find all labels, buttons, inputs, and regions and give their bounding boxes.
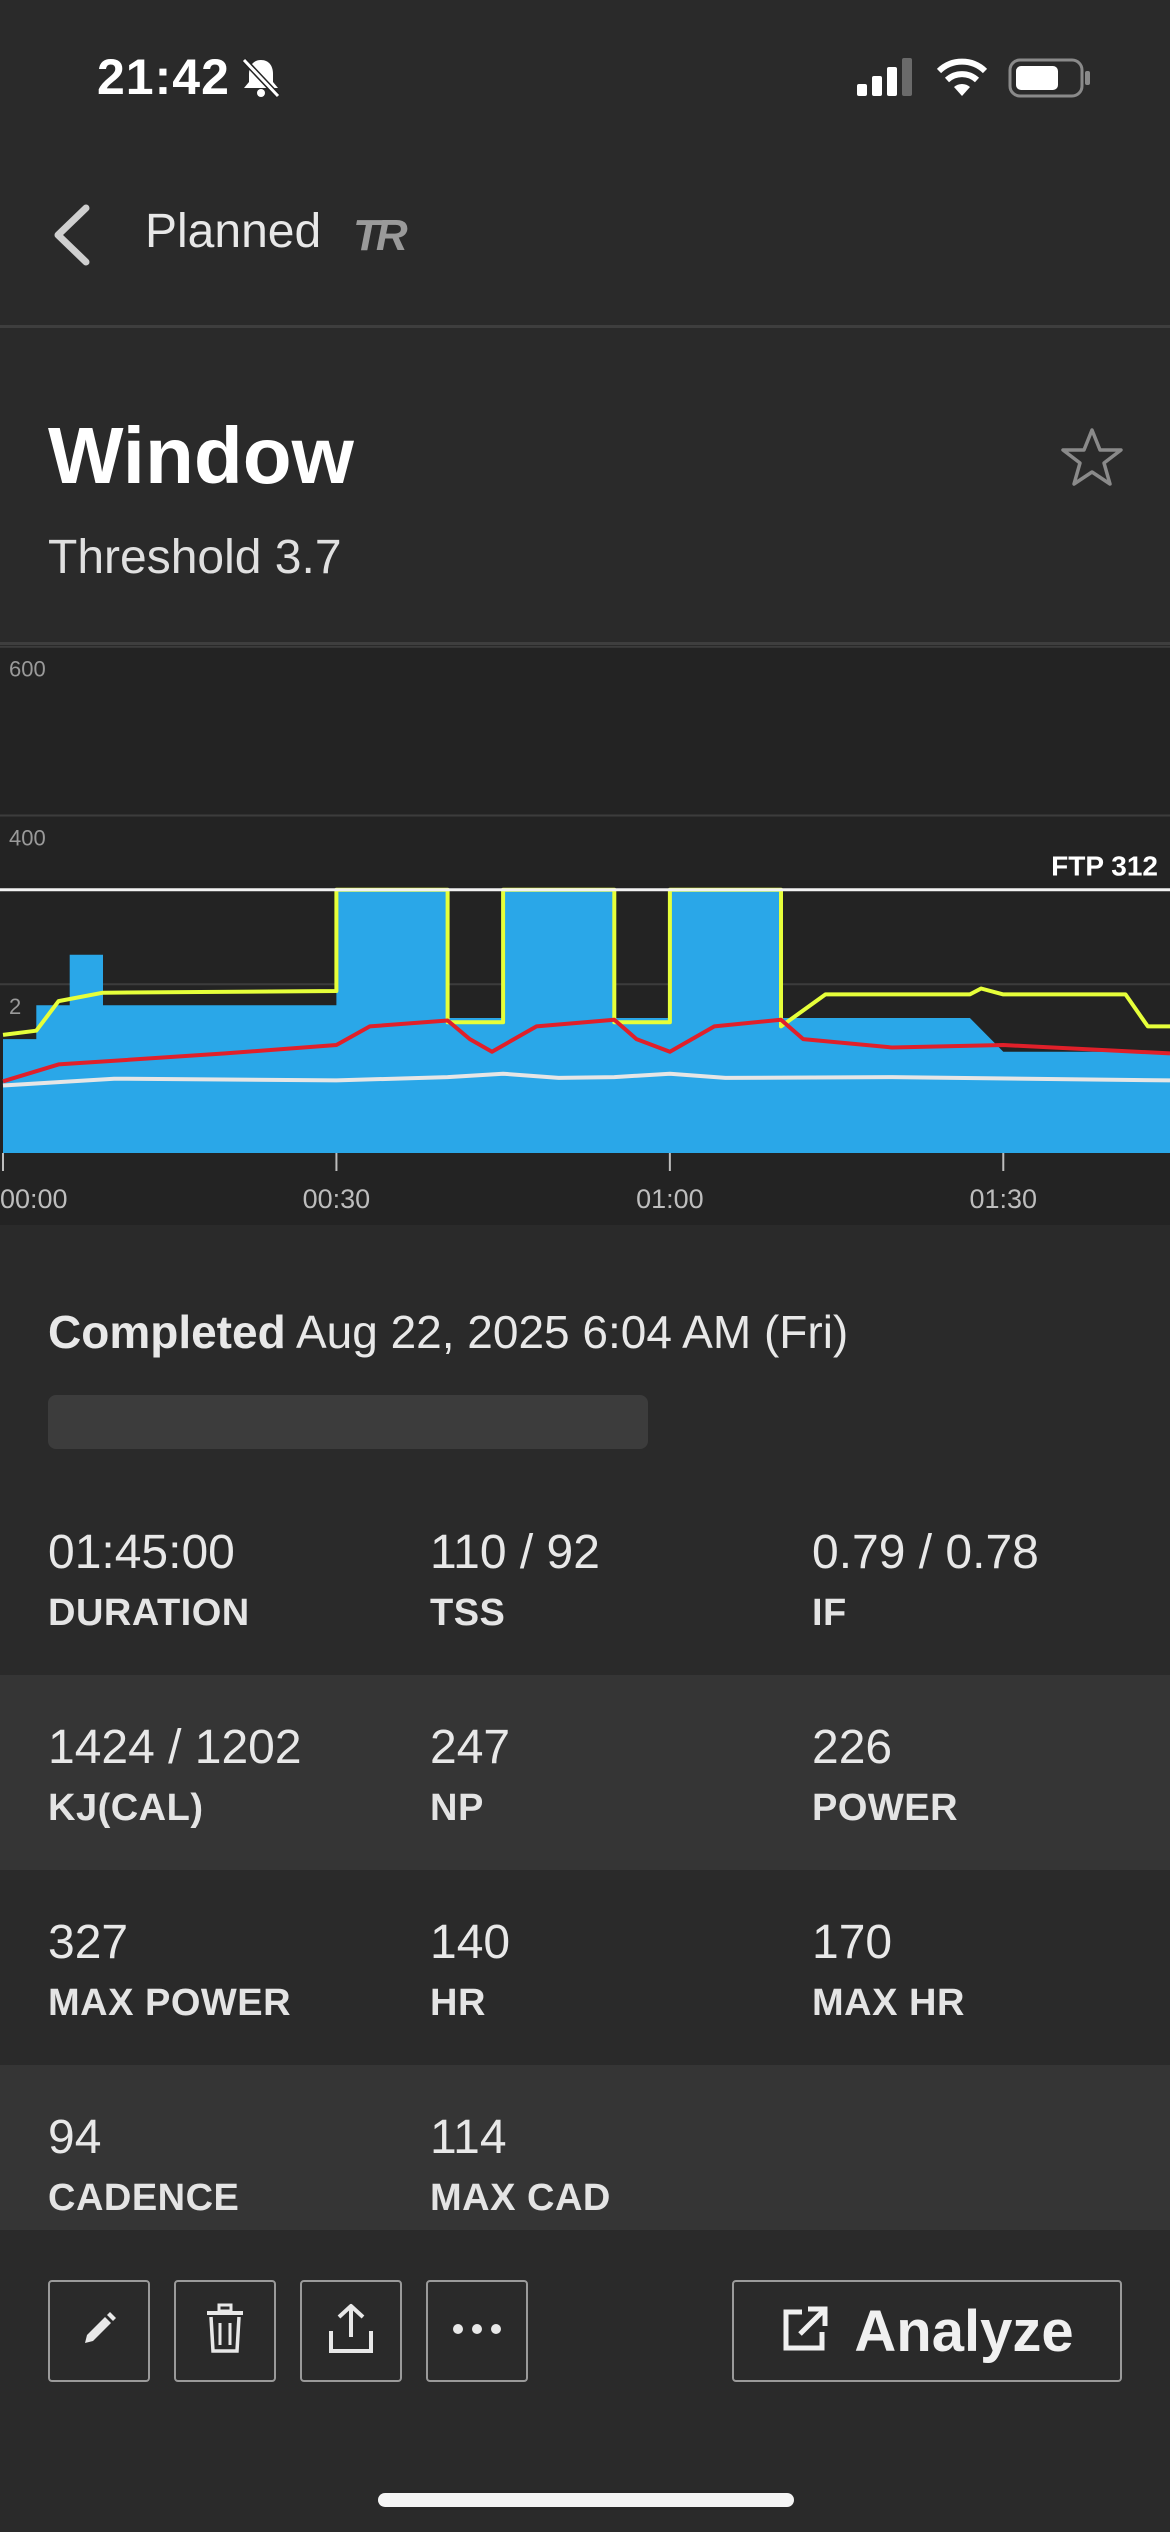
share-icon	[326, 2303, 376, 2360]
stats-grid: 01:45:00 DURATION 110 / 92 TSS 0.79 / 0.78…	[0, 1480, 1170, 2260]
edit-button[interactable]	[48, 2280, 150, 2382]
completed-date: Aug 22, 2025 6:04 AM (Fri)	[295, 1306, 849, 1358]
more-button[interactable]	[426, 2280, 528, 2382]
stat-value: 114	[430, 2111, 507, 2164]
ftp-label: FTP 312	[1051, 851, 1158, 882]
cellular-signal-icon	[855, 58, 915, 103]
stats-row: 1424 / 1202 KJ(CAL) 247 NP 226 POWER	[0, 1675, 1170, 1870]
heart-rate-line	[2, 1017, 1170, 1084]
stat-value: 140	[430, 1916, 511, 1969]
stat-cadence: 94 CADENCE	[48, 2110, 239, 2220]
share-button[interactable]	[300, 2280, 402, 2382]
analyze-label: Analyze	[854, 2298, 1074, 2364]
delete-button[interactable]	[174, 2280, 276, 2382]
loading-placeholder	[48, 1395, 648, 1449]
cadence-line	[2, 1071, 1170, 1088]
pencil-icon	[79, 2309, 119, 2354]
stat-value: 94	[48, 2111, 102, 2164]
stat-value: 247	[430, 1721, 511, 1774]
stat-if: 0.79 / 0.78 IF	[812, 1525, 1039, 1635]
stat-value: 1424 / 1202	[48, 1721, 302, 1774]
workout-subtitle: Threshold 3.7	[48, 531, 342, 584]
x-tick-label: 01:00	[636, 1184, 704, 1214]
x-tick-label: 00:30	[303, 1184, 371, 1214]
stat-label: CADENCE	[48, 2177, 240, 2219]
stat-value: 0.79 / 0.78	[812, 1526, 1039, 1579]
stat-label: MAX CAD	[430, 2177, 611, 2219]
home-indicator	[378, 2493, 794, 2507]
y-tick-label: 400	[9, 825, 46, 850]
stat-kj: 1424 / 1202 KJ(CAL)	[48, 1720, 302, 1830]
status-time: 21:42	[97, 49, 230, 105]
external-link-icon	[780, 2304, 830, 2359]
stat-power: 226 POWER	[812, 1720, 958, 1830]
bell-muted-icon	[238, 54, 284, 105]
trainerroad-logo: TR	[353, 211, 408, 260]
workout-header: Window Threshold 3.7	[0, 330, 1170, 645]
stat-value: 327	[48, 1916, 129, 1969]
stat-hr: 140 HR	[430, 1915, 510, 2025]
stat-duration: 01:45:00 DURATION	[48, 1525, 250, 1635]
back-chevron-icon[interactable]	[48, 200, 98, 270]
stat-value: 226	[812, 1721, 893, 1774]
completed-info: Completed Aug 22, 2025 6:04 AM (Fri)	[48, 1305, 848, 1359]
x-tick-label: 00:00	[0, 1184, 68, 1214]
more-dots-icon	[452, 2322, 502, 2340]
y-tick-label: 2	[9, 994, 21, 1019]
stat-max-hr: 170 MAX HR	[812, 1915, 965, 2025]
power-chart-svg: 600 400 2 FTP 312 00:00 00:30 01:00 01:30	[0, 645, 1170, 1214]
stats-row: 01:45:00 DURATION 110 / 92 TSS 0.79 / 0.78…	[0, 1480, 1170, 1675]
stat-label: MAX POWER	[48, 1982, 292, 2024]
battery-icon	[1008, 58, 1092, 103]
power-chart[interactable]: 600 400 2 FTP 312 00:00 00:30 01:00 01:30	[0, 645, 1170, 1225]
stat-max-cad: 114 MAX CAD	[430, 2110, 611, 2220]
stat-label: HR	[430, 1982, 486, 2024]
stat-value: 01:45:00	[48, 1526, 235, 1579]
workout-title: Window	[48, 411, 354, 500]
stat-max-power: 327 MAX POWER	[48, 1915, 291, 2025]
star-icon[interactable]	[1060, 426, 1124, 490]
wifi-icon	[935, 56, 989, 103]
stat-label: KJ(CAL)	[48, 1787, 204, 1829]
y-tick-label: 600	[9, 657, 46, 682]
stats-row: 94 CADENCE 114 MAX CAD	[0, 2065, 1170, 2260]
stat-label: POWER	[812, 1787, 959, 1829]
trash-icon	[203, 2303, 247, 2360]
bottom-toolbar: Analyze	[0, 2230, 1170, 2532]
nav-bar: Planned TR	[0, 150, 1170, 328]
stats-row: 327 MAX POWER 140 HR 170 MAX HR	[0, 1870, 1170, 2065]
stat-value: 170	[812, 1916, 893, 1969]
completed-label: Completed	[48, 1306, 286, 1358]
stat-tss: 110 / 92 TSS	[430, 1525, 600, 1635]
nav-title: Planned	[145, 205, 322, 258]
stat-value: 110 / 92	[430, 1526, 600, 1579]
stat-label: IF	[812, 1592, 847, 1634]
stat-label: MAX HR	[812, 1982, 965, 2024]
stat-label: NP	[430, 1787, 484, 1829]
stat-label: TSS	[430, 1592, 506, 1634]
analyze-button[interactable]: Analyze	[732, 2280, 1122, 2382]
x-tick-label: 01:30	[969, 1184, 1037, 1214]
stat-label: DURATION	[48, 1592, 250, 1634]
stat-np: 247 NP	[430, 1720, 510, 1830]
status-bar: 21:42	[0, 0, 1170, 150]
